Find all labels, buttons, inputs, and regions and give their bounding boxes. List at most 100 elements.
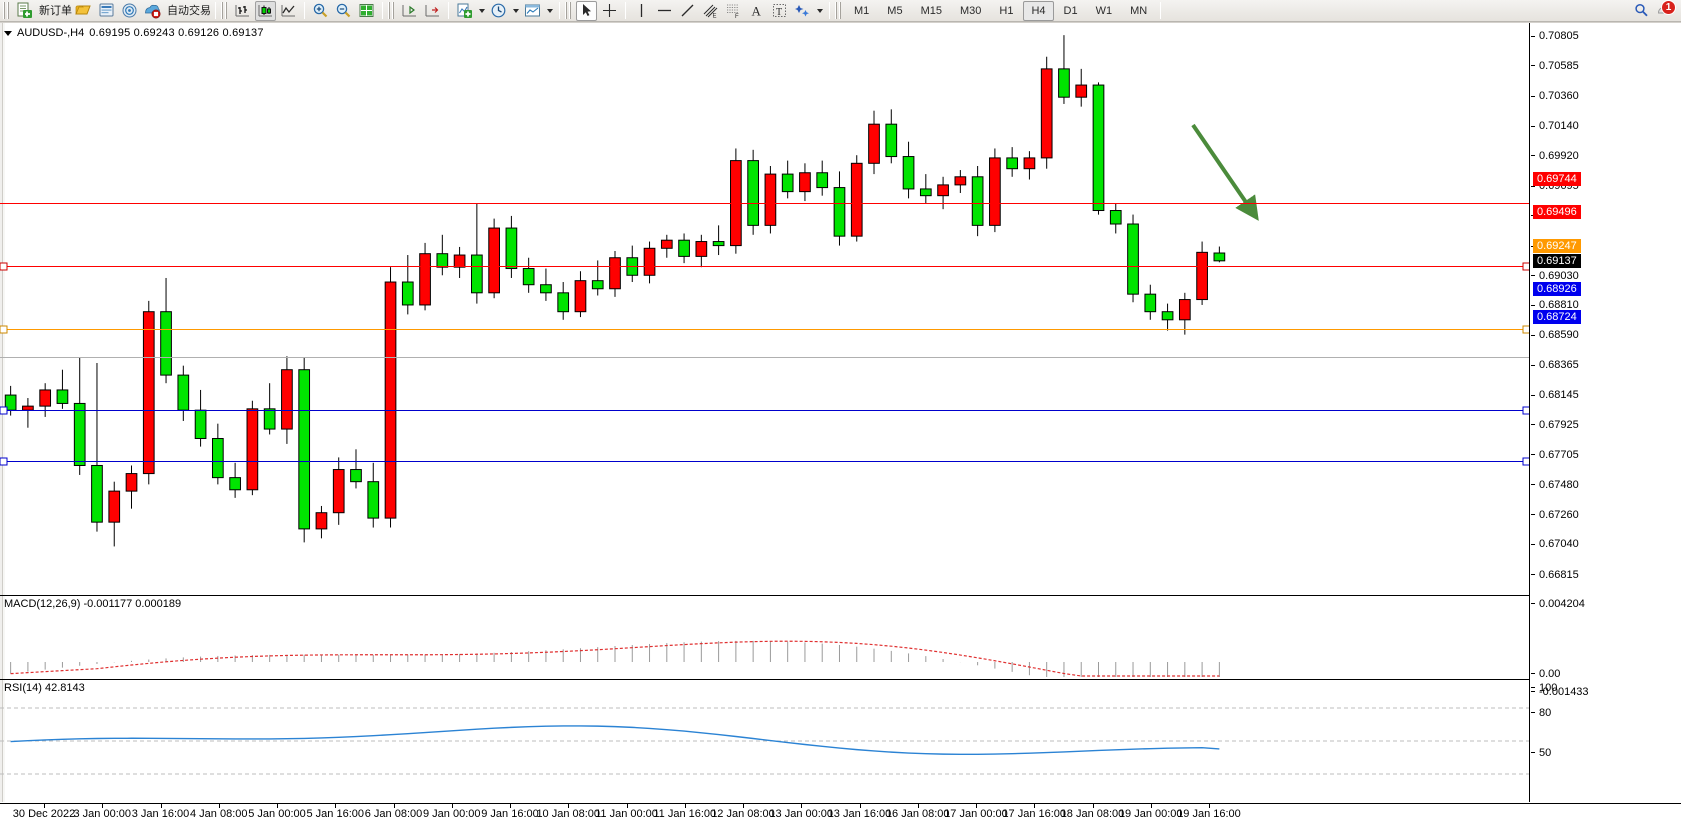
timeframe-m1[interactable]: M1 bbox=[854, 4, 870, 17]
zoom-in-button[interactable] bbox=[310, 1, 331, 21]
tile-windows-button[interactable] bbox=[356, 1, 377, 21]
crosshair-button[interactable] bbox=[599, 1, 620, 21]
candlestick bbox=[781, 160, 794, 199]
shapes-button[interactable] bbox=[792, 1, 813, 21]
current-price-tag[interactable]: 0.69137 bbox=[1533, 253, 1581, 268]
horizontal-line-icon bbox=[658, 9, 671, 12]
tick-mark bbox=[1531, 752, 1535, 753]
candle-body bbox=[350, 469, 362, 483]
candle-body bbox=[1040, 68, 1053, 159]
macd-signal-line bbox=[10, 640, 1220, 677]
trendline-button[interactable] bbox=[677, 1, 698, 21]
timeframe-m15[interactable]: M15 bbox=[920, 4, 942, 17]
fibonacci-retracement-button[interactable]: F bbox=[723, 1, 744, 21]
candlestick bbox=[91, 362, 103, 532]
indicators-dropdown-arrow[interactable] bbox=[476, 1, 487, 21]
vertical-line-button[interactable] bbox=[631, 1, 652, 21]
toolbar-grip-3[interactable] bbox=[388, 2, 395, 19]
timeframe-m5[interactable]: M5 bbox=[887, 4, 903, 17]
candle-body bbox=[660, 239, 673, 249]
rsi-pane[interactable] bbox=[0, 680, 1530, 802]
timeframe-w1[interactable]: W1 bbox=[1095, 4, 1113, 17]
timeframe-group: M1 M5 M15 M30 H1 H4 D1 W1 MN bbox=[845, 0, 1156, 21]
candle-body bbox=[367, 481, 380, 519]
rsi-line bbox=[10, 725, 1220, 756]
candle-body bbox=[419, 253, 431, 306]
tick-mark bbox=[1531, 304, 1535, 306]
shapes-dropdown-arrow[interactable] bbox=[814, 1, 825, 21]
periods-button[interactable] bbox=[488, 1, 509, 21]
time-tick bbox=[1150, 804, 1152, 808]
resistance-2-tag[interactable]: 0.69496 bbox=[1533, 205, 1581, 220]
cursor-button[interactable] bbox=[576, 0, 597, 21]
price-pane[interactable] bbox=[0, 23, 1530, 595]
rsi-label: RSI(14) 42.8143 bbox=[4, 682, 85, 694]
autotrading-button[interactable] bbox=[142, 1, 163, 21]
timeframe-mn[interactable]: MN bbox=[1130, 4, 1148, 17]
chart-shift-button[interactable] bbox=[399, 1, 420, 21]
candle-body bbox=[574, 280, 587, 313]
indicators-button[interactable] bbox=[454, 1, 475, 21]
folder-icon bbox=[75, 5, 91, 15]
support-2-tag[interactable]: 0.68724 bbox=[1533, 309, 1581, 324]
price-tick: 0.68365 bbox=[1531, 359, 1579, 372]
candlestick bbox=[574, 271, 587, 318]
text-button[interactable]: A bbox=[746, 1, 767, 21]
candlestick bbox=[246, 400, 259, 496]
resistance-1-tag[interactable]: 0.69744 bbox=[1533, 171, 1581, 186]
time-label: 16 Jan 08:00 bbox=[885, 808, 950, 820]
macd-pane[interactable] bbox=[0, 596, 1530, 679]
toolbar-grip-5[interactable] bbox=[835, 2, 842, 19]
time-axis[interactable]: 30 Dec 2022 3 Jan 00:00 3 Jan 16:00 4 Jan 0… bbox=[0, 803, 1681, 825]
toolbar-grip[interactable] bbox=[3, 2, 10, 19]
timeframe-h1[interactable]: H1 bbox=[999, 4, 1014, 17]
pivot-tag[interactable]: 0.69247 bbox=[1533, 238, 1581, 253]
zoom-out-button[interactable] bbox=[333, 1, 354, 21]
candlestick bbox=[1109, 203, 1122, 234]
price-tick: 0.70360 bbox=[1531, 90, 1579, 103]
terminal-button[interactable] bbox=[96, 1, 117, 21]
chart-menu-caret-icon[interactable] bbox=[4, 30, 12, 36]
candle-body bbox=[211, 438, 224, 479]
candlestick bbox=[194, 389, 207, 447]
tick-label: 0.004204 bbox=[1539, 597, 1585, 610]
line-chart-button[interactable] bbox=[278, 1, 299, 21]
timeframe-m30[interactable]: M30 bbox=[959, 4, 982, 17]
toolbar-grip-4[interactable] bbox=[565, 2, 572, 19]
candle-body bbox=[885, 123, 898, 158]
bar-chart-button[interactable] bbox=[232, 1, 253, 21]
candle-body bbox=[1213, 252, 1226, 262]
tick-label: 100 bbox=[1539, 681, 1558, 694]
templates-button[interactable] bbox=[522, 1, 543, 21]
folder-button[interactable] bbox=[73, 1, 94, 21]
notifications-button[interactable]: 1 bbox=[1653, 0, 1676, 21]
price-scale[interactable]: 0.70805 0.70585 0.70360 0.70140 0.69920 0.696… bbox=[1531, 23, 1681, 802]
candlestick bbox=[989, 148, 1001, 233]
templates-dropdown-arrow[interactable] bbox=[544, 1, 555, 21]
horizontal-line-button[interactable] bbox=[654, 1, 675, 21]
new-order-button[interactable] bbox=[14, 1, 35, 21]
time-label: 5 Jan 16:00 bbox=[306, 808, 365, 820]
text-label-button[interactable]: T bbox=[769, 1, 790, 21]
search-button[interactable] bbox=[1631, 1, 1652, 21]
candlestick bbox=[384, 267, 397, 528]
timeframe-h4[interactable]: H4 bbox=[1023, 0, 1054, 21]
candle-body bbox=[488, 227, 500, 294]
support-1-tag[interactable]: 0.68926 bbox=[1533, 282, 1581, 297]
equidistant-channel-button[interactable]: E bbox=[700, 1, 721, 21]
chart-plot-area[interactable]: AUDUSD-,H4 0.69195 0.69243 0.69126 0.691… bbox=[0, 23, 1530, 802]
tick-label: 0.68365 bbox=[1539, 359, 1579, 372]
main-toolbar: 新订单 bbox=[0, 0, 1681, 22]
timeframe-d1[interactable]: D1 bbox=[1063, 4, 1078, 17]
equidistant-channel-icon: E bbox=[703, 4, 718, 19]
toolbar-grip-2[interactable] bbox=[221, 2, 228, 19]
candlestick bbox=[937, 176, 949, 210]
time-label: 13 Jan 00:00 bbox=[769, 808, 834, 820]
signals-button[interactable] bbox=[119, 1, 140, 21]
candlestick-chart-button[interactable] bbox=[255, 0, 276, 21]
periods-dropdown-arrow[interactable] bbox=[510, 1, 521, 21]
auto-scroll-button[interactable] bbox=[422, 1, 443, 21]
time-tick bbox=[218, 804, 220, 808]
candle-body bbox=[1075, 84, 1088, 98]
